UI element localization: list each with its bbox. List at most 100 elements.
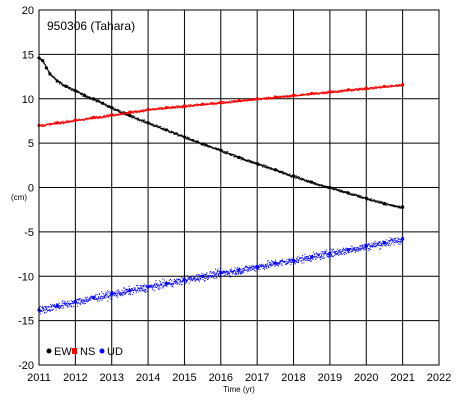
scatter-dot-ns [110, 113, 112, 115]
scatter-dot-ud [262, 264, 264, 266]
scatter-dot-ns [282, 96, 284, 98]
scatter-dot-ns [363, 88, 365, 90]
scatter-dot-ud [222, 271, 224, 273]
scatter-dot-ns [165, 107, 167, 109]
scatter-dot-ud [120, 295, 122, 297]
scatter-dot-ud [381, 243, 383, 245]
scatter-dot-ud [369, 245, 371, 247]
scatter-dot-ud [288, 258, 290, 260]
scatter-dot-ew [256, 163, 258, 165]
scatter-dot-ud [229, 276, 231, 278]
scatter-dot-ud [335, 254, 337, 256]
scatter-dot-ew [188, 137, 190, 139]
scatter-dot-ew [114, 109, 116, 111]
scatter-dot-ns [278, 96, 280, 98]
scatter-dot-ud [241, 270, 243, 272]
scatter-dot-ud [366, 245, 368, 247]
scatter-dot-ns [363, 88, 365, 90]
scatter-dot-ew [143, 119, 145, 121]
scatter-dot-ud [401, 239, 403, 241]
scatter-dot-ns [354, 89, 356, 91]
scatter-dot-ud [180, 276, 182, 278]
scatter-dot-ud [258, 268, 260, 270]
scatter-dot-ns [176, 105, 178, 107]
scatter-dot-ns [242, 99, 244, 101]
scatter-dot-ud [225, 273, 227, 275]
scatter-dot-ew [189, 138, 191, 140]
scatter-dot-ud [253, 267, 255, 269]
scatter-dot-ud [143, 289, 145, 291]
scatter-dot-ud [232, 270, 234, 272]
scatter-dot-ud [62, 303, 64, 305]
scatter-dot-ud [61, 304, 63, 306]
scatter-dot-ud [262, 267, 264, 269]
scatter-dot-ud [95, 298, 97, 300]
scatter-dot-ud [277, 263, 279, 265]
scatter-dot-ew [306, 181, 308, 183]
scatter-dot-ns [372, 86, 374, 88]
scatter-dot-ud [226, 270, 228, 272]
scatter-dot-ew [394, 206, 396, 208]
scatter-dot-ew [203, 143, 205, 145]
scatter-dot-ew [62, 84, 64, 86]
scatter-dot-ud [150, 286, 152, 288]
scatter-dot-ns [349, 89, 351, 91]
scatter-dot-ud [358, 249, 360, 251]
scatter-dot-ud [108, 296, 110, 298]
scatter-dot-ns [336, 90, 338, 92]
scatter-dot-ew [249, 159, 251, 161]
scatter-dot-ns [398, 84, 400, 86]
scatter-dot-ud [351, 245, 353, 247]
scatter-dot-ud [337, 253, 339, 255]
scatter-dot-ud [62, 305, 64, 307]
scatter-dot-ns [277, 97, 279, 99]
scatter-dot-ew [192, 139, 194, 141]
scatter-dot-ud [321, 255, 323, 257]
scatter-dot-ud [273, 262, 275, 264]
scatter-dot-ud [350, 247, 352, 249]
scatter-dot-ud [399, 243, 401, 245]
scatter-dot-ew [305, 179, 307, 181]
scatter-dot-ew [202, 143, 204, 145]
scatter-dot-ud [111, 296, 113, 298]
scatter-dot-ud [92, 297, 94, 299]
scatter-dot-ud [206, 276, 208, 278]
scatter-dot-ns [179, 106, 181, 108]
scatter-dot-ew [294, 176, 296, 178]
scatter-dot-ew [171, 132, 173, 134]
scatter-dot-ew [293, 175, 295, 177]
scatter-dot-ew [250, 161, 252, 163]
scatter-dot-ew [126, 113, 128, 115]
scatter-dot-ns [135, 112, 137, 114]
scatter-dot-ud [225, 271, 227, 273]
scatter-dot-ew [51, 76, 53, 78]
scatter-dot-ns [87, 118, 89, 120]
scatter-dot-ud [378, 241, 380, 243]
scatter-dot-ud [252, 266, 254, 268]
scatter-dot-ud [152, 284, 154, 286]
scatter-dot-ew [162, 128, 164, 130]
scatter-dot-ns [305, 94, 307, 96]
scatter-dot-ns [71, 121, 73, 123]
scatter-dot-ud [82, 302, 84, 304]
scatter-dot-ud [139, 285, 141, 287]
scatter-dot-ew [338, 190, 340, 192]
scatter-dot-ud [125, 289, 127, 291]
scatter-dot-ew [119, 111, 121, 113]
scatter-dot-ud [80, 300, 82, 302]
scatter-dot-ew [294, 176, 296, 178]
scatter-dot-ew [197, 140, 199, 142]
scatter-dot-ud [98, 296, 100, 298]
scatter-dot-ud [114, 293, 116, 295]
scatter-dot-ud [64, 303, 66, 305]
scatter-dot-ud [74, 302, 76, 304]
scatter-dot-ud [332, 255, 334, 257]
scatter-dot-ew [155, 125, 157, 127]
scatter-dot-ud [74, 298, 76, 300]
scatter-dot-ud [95, 299, 97, 301]
scatter-dot-ud [321, 253, 323, 255]
scatter-dot-ud [186, 281, 188, 283]
scatter-dot-ew [272, 169, 274, 171]
scatter-dot-ew [324, 186, 326, 188]
scatter-dot-ud [72, 303, 74, 305]
